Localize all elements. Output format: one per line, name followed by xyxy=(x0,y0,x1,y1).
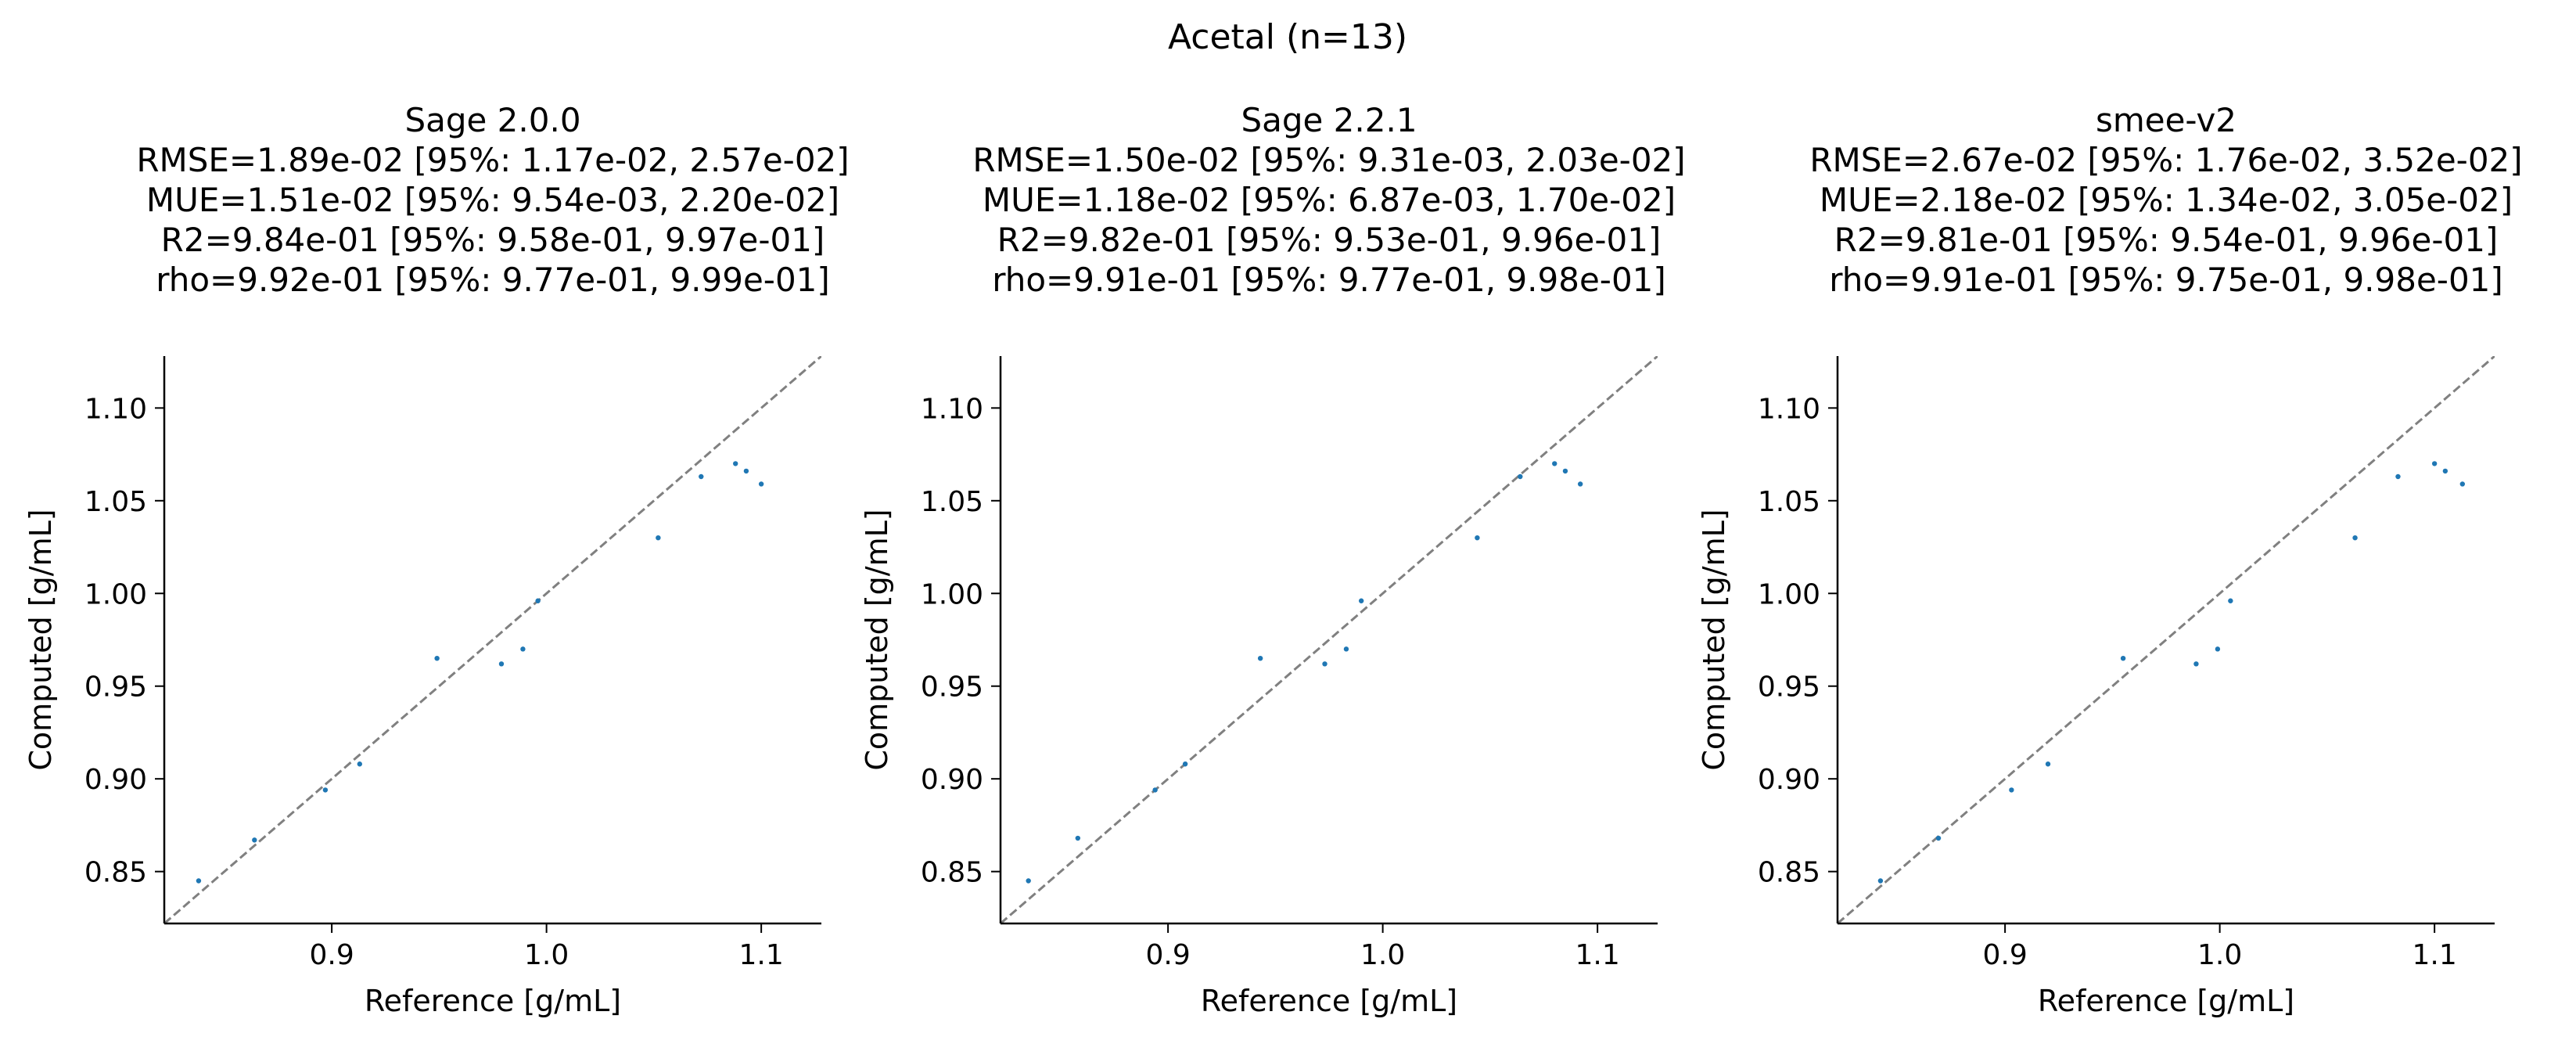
subplot-stat-line: RMSE=1.50e-02 [95%: 9.31e-03, 2.03e-02] xyxy=(972,141,1685,179)
y-axis-label: Computed [g/mL] xyxy=(1697,509,1731,770)
data-point xyxy=(2228,598,2233,603)
data-point xyxy=(1182,761,1188,767)
subplot-stat-line: MUE=1.51e-02 [95%: 9.54e-03, 2.20e-02] xyxy=(146,181,839,219)
x-tick-label: 1.0 xyxy=(1360,939,1405,971)
y-tick-label: 1.05 xyxy=(84,486,147,518)
data-point xyxy=(357,761,363,767)
x-tick-label: 0.9 xyxy=(1145,939,1190,971)
data-point xyxy=(2045,761,2051,767)
x-tick-label: 1.0 xyxy=(524,939,569,971)
y-tick-label: 1.10 xyxy=(921,393,983,425)
identity-line xyxy=(1838,356,2495,923)
y-axis-label: Computed [g/mL] xyxy=(23,509,58,770)
subplot-title: smee-v2 xyxy=(2096,101,2236,139)
data-point xyxy=(732,461,738,466)
x-axis-label: Reference [g/mL] xyxy=(365,984,621,1018)
subplot-stat-line: rho=9.92e-01 [95%: 9.77e-01, 9.99e-01] xyxy=(156,261,830,299)
y-tick-label: 0.95 xyxy=(1758,671,1820,704)
subplot-stat-line: rho=9.91e-01 [95%: 9.75e-01, 9.98e-01] xyxy=(1829,261,2503,299)
y-tick-label: 0.90 xyxy=(921,764,983,796)
x-axis-label: Reference [g/mL] xyxy=(1201,984,1457,1018)
data-point xyxy=(520,646,526,652)
data-point xyxy=(1552,461,1557,466)
data-point xyxy=(2120,655,2126,661)
data-point xyxy=(2442,468,2448,474)
data-point xyxy=(699,473,704,480)
data-point xyxy=(656,535,661,541)
y-tick-label: 0.95 xyxy=(84,671,147,704)
data-point xyxy=(1322,661,1328,667)
identity-line xyxy=(164,356,821,923)
x-tick-label: 1.1 xyxy=(739,939,784,971)
y-tick-label: 1.10 xyxy=(1758,393,1820,425)
identity-line xyxy=(1001,356,1658,923)
y-axis-label: Computed [g/mL] xyxy=(860,509,894,770)
data-point xyxy=(1577,481,1583,487)
y-tick-label: 1.00 xyxy=(84,578,147,610)
y-tick-label: 0.85 xyxy=(1758,857,1820,889)
figure-suptitle: Acetal (n=13) xyxy=(1168,17,1407,57)
data-point xyxy=(2431,461,2438,466)
x-tick-label: 0.9 xyxy=(309,939,354,971)
data-point xyxy=(1075,835,1081,841)
x-tick-label: 0.9 xyxy=(1982,939,2027,971)
y-tick-label: 0.95 xyxy=(921,671,983,704)
data-point xyxy=(1518,473,1523,480)
data-point xyxy=(2395,473,2401,480)
data-point xyxy=(2193,661,2199,667)
subplot-stat-line: MUE=2.18e-02 [95%: 1.34e-02, 3.05e-02] xyxy=(1820,181,2513,219)
data-point xyxy=(758,481,764,487)
subplot-stat-line: RMSE=2.67e-02 [95%: 1.76e-02, 3.52e-02] xyxy=(1809,141,2522,179)
subplot-stat-line: RMSE=1.89e-02 [95%: 1.17e-02, 2.57e-02] xyxy=(136,141,849,179)
data-point xyxy=(535,598,541,603)
y-tick-label: 1.00 xyxy=(921,578,983,610)
data-point xyxy=(1877,878,1884,884)
subplot-stat-line: MUE=1.18e-02 [95%: 6.87e-03, 1.70e-02] xyxy=(983,181,1676,219)
subplot-title: Sage 2.0.0 xyxy=(404,101,580,139)
data-point xyxy=(1562,468,1568,474)
y-tick-label: 1.00 xyxy=(1758,578,1820,610)
data-point xyxy=(498,661,505,667)
data-point xyxy=(1026,878,1031,884)
subplot-stat-line: rho=9.91e-01 [95%: 9.77e-01, 9.98e-01] xyxy=(992,261,1666,299)
x-tick-label: 1.1 xyxy=(2413,939,2457,971)
y-tick-label: 1.05 xyxy=(1758,486,1820,518)
data-point xyxy=(252,837,257,843)
data-point xyxy=(2352,535,2358,541)
data-point xyxy=(1475,535,1480,541)
data-point xyxy=(1358,598,1364,603)
data-point xyxy=(2009,787,2014,793)
data-point xyxy=(434,655,440,661)
data-point xyxy=(1343,646,1349,652)
subplot-title: Sage 2.2.1 xyxy=(1241,101,1417,139)
y-tick-label: 0.85 xyxy=(921,857,983,889)
subplot-stat-line: R2=9.84e-01 [95%: 9.58e-01, 9.97e-01] xyxy=(161,221,825,259)
data-point xyxy=(1935,835,1942,841)
data-point xyxy=(196,878,202,884)
data-point xyxy=(1257,655,1263,661)
data-point xyxy=(322,787,329,793)
data-point xyxy=(743,468,749,474)
y-tick-label: 0.85 xyxy=(84,857,147,889)
data-point xyxy=(1152,787,1158,793)
y-tick-label: 0.90 xyxy=(1758,764,1820,796)
y-tick-label: 1.10 xyxy=(84,393,147,425)
data-point xyxy=(2215,646,2221,652)
y-tick-label: 0.90 xyxy=(84,764,147,796)
x-axis-label: Reference [g/mL] xyxy=(2038,984,2294,1018)
y-tick-label: 1.05 xyxy=(921,486,983,518)
x-tick-label: 1.1 xyxy=(1575,939,1620,971)
subplot-stat-line: R2=9.81e-01 [95%: 9.54e-01, 9.96e-01] xyxy=(1834,221,2499,259)
subplot-stat-line: R2=9.82e-01 [95%: 9.53e-01, 9.96e-01] xyxy=(997,221,1662,259)
data-point xyxy=(2459,481,2466,487)
x-tick-label: 1.0 xyxy=(2197,939,2242,971)
